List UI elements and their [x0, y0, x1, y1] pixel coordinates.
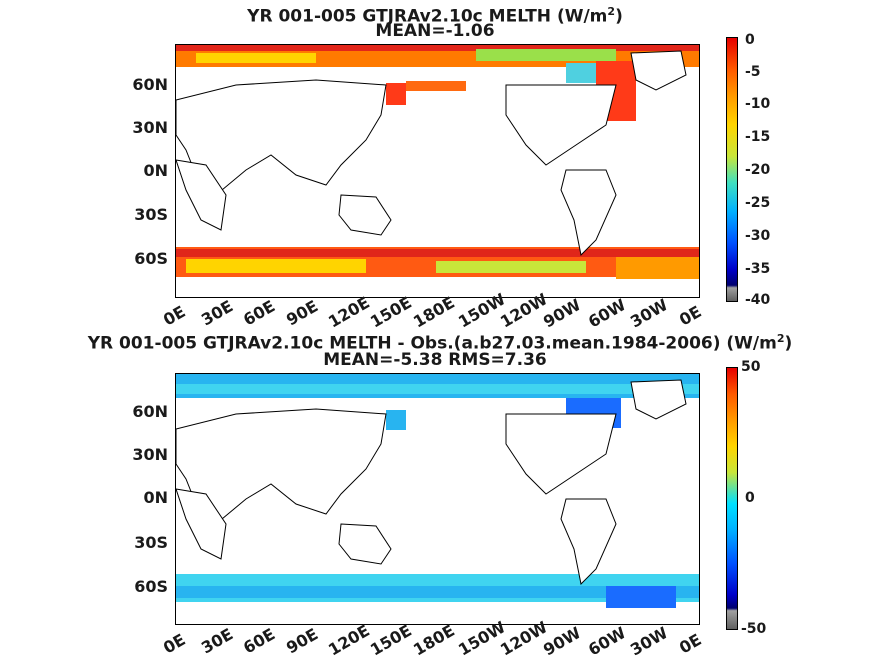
lat-label: 30N — [132, 118, 168, 137]
panel-2-title-sup: 2 — [776, 332, 785, 345]
panel-1-title: YR 001-005 GTJRAv2.10c MELTH (W/m2) — [210, 2, 660, 27]
continent-outlines-2 — [176, 379, 687, 586]
colorbar-tick: -30 — [745, 228, 771, 244]
arctic-melt-patch-2 — [476, 49, 616, 61]
colorbar-tick: -25 — [745, 195, 771, 211]
lon-label: 180E — [410, 620, 458, 659]
lat-label: 60S — [134, 249, 168, 268]
lat-label: 60N — [132, 402, 168, 421]
lon-label: 120E — [325, 292, 373, 332]
lon-label: 90E — [283, 624, 322, 658]
panel-2-map-svg — [176, 374, 699, 624]
lon-label: 60W — [585, 295, 630, 332]
lon-label: 0E — [160, 629, 189, 658]
lon-label: 30E — [198, 624, 237, 658]
panel-1-title-sup: 2 — [607, 5, 616, 18]
arctic-melt-edge — [176, 45, 699, 51]
panel-2-colorbar — [726, 367, 738, 630]
colorbar-tick: -10 — [745, 96, 771, 112]
okhotsk-melt — [386, 83, 406, 105]
colorbar-tick: -50 — [741, 621, 767, 637]
weddell-melt — [616, 257, 699, 279]
panel-1-map — [175, 44, 700, 298]
lon-label: 0E — [160, 301, 189, 330]
australia-outline — [338, 194, 392, 236]
greenland-outline — [630, 379, 687, 420]
panel-2-title-close: ) — [784, 333, 793, 354]
lon-label: 60W — [585, 623, 630, 659]
panel-2-map — [175, 373, 700, 625]
panel-2-title-text: YR 001-005 GTJRAv2.10c MELTH - Obs.(a.b2… — [87, 333, 777, 354]
weddell-diff — [606, 586, 676, 608]
lat-label: 30S — [134, 533, 168, 552]
africa-outline — [176, 488, 227, 560]
colorbar-tick: -15 — [745, 129, 771, 145]
lon-label: 150E — [367, 620, 415, 659]
lat-label: 60S — [134, 577, 168, 596]
colorbar-tick: 0 — [745, 490, 755, 506]
lon-label: 120E — [325, 620, 373, 659]
bering-melt — [406, 81, 466, 91]
lat-label: 0N — [143, 488, 168, 507]
lon-label: 180E — [410, 292, 458, 332]
southern-melt-patch-2 — [436, 261, 586, 273]
lon-label: 60E — [240, 296, 279, 330]
lat-label: 30S — [134, 205, 168, 224]
africa-outline — [176, 159, 227, 231]
north-america-outline — [505, 84, 617, 166]
panel-2-subtitle: MEAN=-5.38 RMS=7.36 — [323, 350, 547, 370]
colorbar-tick: -40 — [745, 292, 771, 308]
southern-melt-edge — [176, 249, 699, 257]
lat-label: 0N — [143, 161, 168, 180]
colorbar-tick: -5 — [745, 64, 761, 80]
south-america-outline — [560, 498, 617, 586]
lon-label: 90E — [283, 296, 322, 330]
okhotsk-diff — [386, 410, 406, 430]
continent-outlines — [176, 50, 687, 257]
panel-1-map-svg — [176, 45, 699, 297]
lon-label: 0E — [676, 629, 705, 658]
greenland-outline — [630, 50, 687, 91]
lat-label: 30N — [132, 445, 168, 464]
arctic-melt-patch-1 — [196, 53, 316, 63]
lon-label: 0E — [676, 301, 705, 330]
southern-melt-patch-1 — [186, 259, 366, 273]
southern-diff-inner — [176, 586, 699, 598]
lon-label: 30W — [627, 623, 672, 659]
lat-label: 60N — [132, 75, 168, 94]
lon-label: 150E — [367, 292, 415, 332]
colorbar-tick: -20 — [745, 162, 771, 178]
antarctica — [176, 281, 699, 297]
lon-label: 30W — [627, 295, 672, 332]
north-america-outline — [505, 413, 617, 495]
panel-1-title-text: YR 001-005 GTJRAv2.10c MELTH (W/m — [247, 6, 608, 27]
panel-1-colorbar — [726, 37, 738, 302]
panel-2-title: YR 001-005 GTJRAv2.10c MELTH - Obs.(a.b2… — [40, 329, 840, 354]
panel-1-title-close: ) — [615, 6, 623, 27]
colorbar-tick: -35 — [745, 261, 771, 277]
colorbar-tick: 0 — [745, 32, 755, 48]
south-america-outline — [560, 169, 617, 257]
lon-label: 60E — [240, 624, 279, 658]
panel-1-subtitle: MEAN=-1.06 — [375, 21, 495, 41]
australia-outline — [338, 523, 392, 565]
colorbar-tick: 50 — [741, 359, 761, 375]
lon-label: 30E — [198, 296, 237, 330]
antarctica-2 — [176, 608, 699, 624]
arctic-diff-inner — [176, 384, 699, 394]
